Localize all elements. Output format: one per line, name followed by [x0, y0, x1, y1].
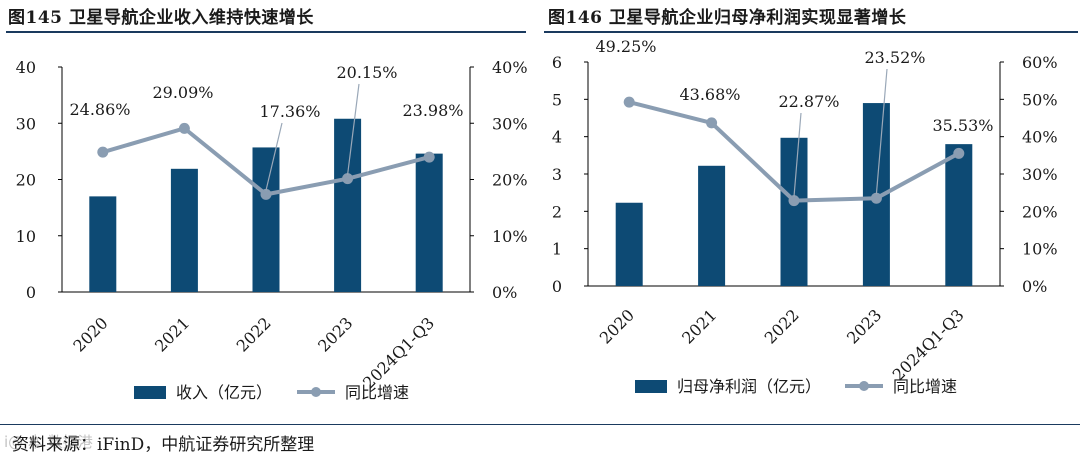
right-title-rule — [544, 31, 1078, 33]
left-right-tick-label: 10% — [492, 227, 528, 246]
left-growth-point — [260, 188, 272, 200]
left-left-tick-label: 30 — [16, 114, 36, 133]
right-bar — [615, 202, 643, 286]
left-growth-point — [97, 146, 109, 158]
right-growth-point — [870, 192, 882, 204]
left-data-label: 20.15% — [336, 63, 397, 82]
left-data-label: 23.98% — [402, 101, 463, 120]
right-left-tick-label: 1 — [552, 240, 562, 259]
source-divider — [0, 424, 1080, 425]
right-left-tick-label: 0 — [552, 277, 562, 296]
right-category-label: 2024Q1-Q3 — [889, 305, 968, 384]
left-title-rule — [6, 31, 526, 33]
left-growth-point — [178, 122, 190, 134]
left-figure-title: 图145 卫星导航企业收入维持快速增长 — [8, 8, 314, 28]
left-label-leader — [347, 83, 360, 175]
watermark: i@ 本 数据港 — [4, 433, 93, 451]
right-right-tick-label: 50% — [1022, 90, 1058, 109]
left-right-tick-label: 0% — [492, 283, 517, 302]
left-bar — [415, 153, 443, 292]
left-growth-point — [342, 173, 354, 185]
right-right-tick-label: 0% — [1022, 277, 1047, 296]
right-legend-bar-swatch — [635, 380, 667, 393]
right-label-leader — [875, 68, 888, 195]
left-left-tick-label: 10 — [16, 227, 36, 246]
right-data-label: 22.87% — [778, 92, 839, 111]
left-bar — [170, 168, 198, 292]
left-data-label: 24.86% — [69, 100, 130, 119]
left-bar — [89, 196, 117, 292]
right-data-label: 49.25% — [595, 37, 656, 56]
right-growth-point — [623, 96, 635, 108]
right-growth-point — [788, 195, 800, 207]
left-bar — [252, 147, 280, 292]
right-category-label: 2023 — [843, 305, 885, 347]
left-figure-panel: 图145 卫星导航企业收入维持快速增长 0 10 20 30 40 0% 10% 20% 30%… — [0, 0, 540, 425]
right-data-label: 35.53% — [932, 116, 993, 135]
left-right-tick-label: 30% — [492, 114, 528, 133]
left-data-label: 29.09% — [152, 83, 213, 102]
right-left-tick-label: 3 — [552, 165, 562, 184]
right-bar — [780, 137, 808, 286]
left-legend-line-label: 同比增速 — [345, 383, 409, 402]
left-growth-point — [423, 151, 435, 163]
right-left-tick-label: 4 — [552, 128, 562, 147]
right-legend-line-marker — [859, 381, 869, 391]
right-category-label: 2020 — [596, 305, 638, 347]
right-left-tick-label: 6 — [552, 53, 562, 72]
right-bar — [698, 165, 726, 286]
left-label-leader — [265, 122, 283, 191]
left-bar — [334, 118, 362, 292]
right-right-tick-label: 20% — [1022, 202, 1058, 221]
left-category-label: 2022 — [233, 313, 275, 355]
left-category-label: 2020 — [69, 313, 111, 355]
right-growth-point — [953, 147, 965, 159]
left-data-label: 17.36% — [259, 102, 320, 121]
left-category-label: 2023 — [314, 313, 356, 355]
right-legend-line-label: 同比增速 — [893, 377, 957, 396]
left-left-tick-label: 20 — [16, 171, 36, 190]
left-right-tick-label: 40% — [492, 58, 528, 77]
right-data-label: 23.52% — [864, 48, 925, 67]
source-note: 资料来源：iFinD，中航证券研究所整理 — [12, 435, 315, 455]
right-category-label: 2022 — [761, 305, 803, 347]
left-left-tick-label: 40 — [16, 58, 36, 77]
right-right-tick-label: 10% — [1022, 240, 1058, 259]
right-right-tick-label: 60% — [1022, 53, 1058, 72]
right-right-tick-label: 30% — [1022, 165, 1058, 184]
right-figure-title: 图146 卫星导航企业归母净利润实现显著增长 — [548, 8, 907, 28]
right-right-tick-label: 40% — [1022, 128, 1058, 147]
right-label-leader — [793, 112, 802, 197]
right-figure-panel: 图146 卫星导航企业归母净利润实现显著增长 0 1 2 3 4 5 6 0% 10% 20% 30… — [540, 0, 1080, 425]
left-category-label: 2024Q1-Q3 — [359, 313, 438, 392]
left-left-tick-label: 0 — [26, 283, 36, 302]
right-data-label: 43.68% — [679, 85, 740, 104]
left-legend-line-marker — [311, 387, 321, 397]
right-bar — [945, 144, 973, 286]
left-category-label: 2021 — [151, 313, 193, 355]
right-growth-point — [706, 117, 718, 129]
left-legend-bar-swatch — [134, 386, 166, 399]
right-left-tick-label: 2 — [552, 202, 562, 221]
left-right-tick-label: 20% — [492, 171, 528, 190]
left-legend-bar-label: 收入（亿元） — [176, 383, 272, 402]
right-legend-bar-label: 归母净利润（亿元） — [677, 377, 821, 396]
right-category-label: 2021 — [678, 305, 720, 347]
right-left-tick-label: 5 — [552, 90, 562, 109]
